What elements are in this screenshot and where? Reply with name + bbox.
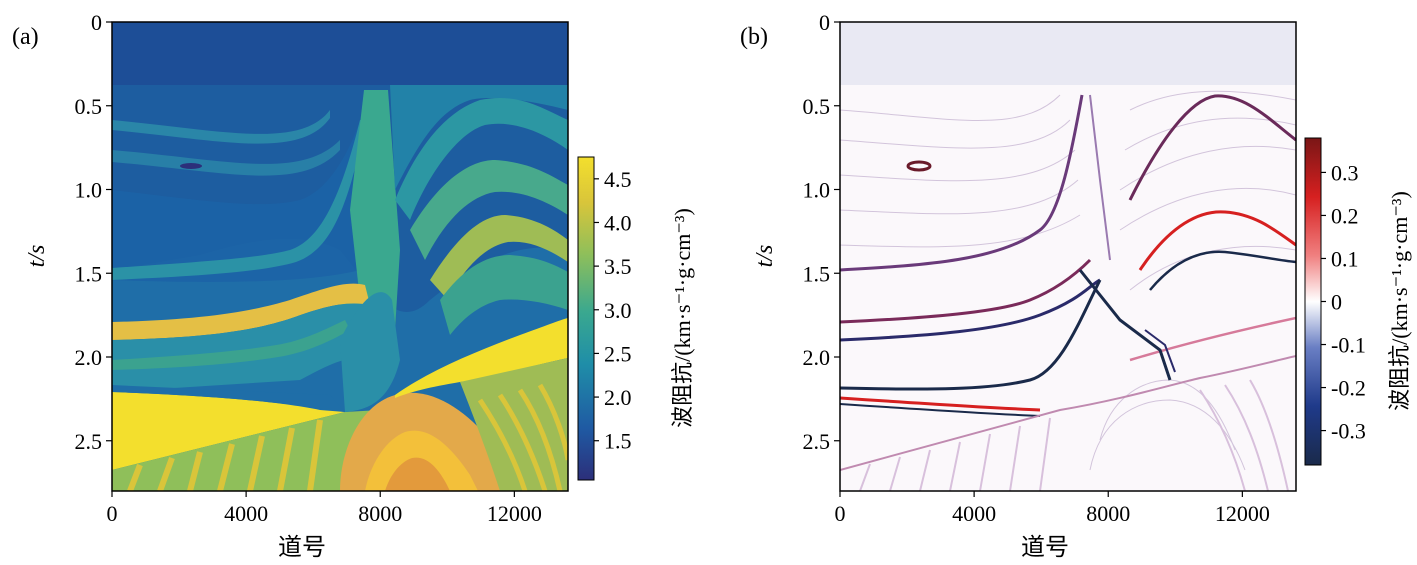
x-tick-label: 0 bbox=[107, 501, 118, 526]
panel-a-frame bbox=[111, 21, 569, 492]
panel-a-right-stripes bbox=[477, 383, 568, 491]
panel-a: (a) bbox=[12, 10, 695, 561]
colorbar-tick-label: 0.2 bbox=[1331, 203, 1359, 228]
y-tick-label: 2.0 bbox=[803, 345, 831, 370]
panel-a-band-2 bbox=[112, 140, 340, 176]
panel-b-reflector-8 bbox=[1138, 210, 1296, 271]
panel-a-lens bbox=[180, 163, 202, 169]
panel-b-label: (b) bbox=[740, 24, 768, 50]
colorbar-tick-label: 1.5 bbox=[604, 429, 632, 454]
panel-a-wedge-top bbox=[112, 392, 345, 470]
x-tick-label: 12000 bbox=[1215, 501, 1270, 526]
panel-b-lens bbox=[906, 160, 932, 172]
panel-b-base bbox=[840, 22, 1296, 491]
panel-a-axes: 0 4000 8000 12000 0 0.5 1.0 1.5 2.0 2.5 bbox=[75, 10, 542, 526]
y-tick-label: 0.5 bbox=[75, 94, 103, 119]
panel-b-image bbox=[840, 22, 1296, 491]
panel-b-water bbox=[840, 22, 1296, 85]
colorbar-tick-label: 3.0 bbox=[604, 298, 632, 323]
panel-a-mid-layer bbox=[112, 303, 380, 392]
colorbar-tick-label: -0.3 bbox=[1331, 419, 1366, 444]
panel-b-unconformity bbox=[840, 355, 1296, 471]
panel-a-right-block bbox=[395, 318, 568, 398]
panel-b-reflector-10 bbox=[1129, 316, 1296, 362]
panel-a-anticline-2 bbox=[410, 160, 568, 260]
panel-a-colorbar-ticks: 1.5 2.0 2.5 3.0 3.5 4.0 4.5 bbox=[594, 167, 632, 454]
panel-b-lower-stripes bbox=[859, 379, 1289, 491]
x-tick-label: 4000 bbox=[224, 501, 268, 526]
colorbar-tick-label: 0.1 bbox=[1331, 246, 1359, 271]
panel-a-lower-fan bbox=[112, 410, 395, 491]
panel-a-anticline-1 bbox=[395, 98, 568, 220]
panel-b-reflector-3 bbox=[840, 278, 1101, 342]
panel-b-fault-3 bbox=[1089, 94, 1111, 261]
y-tick-label: 2.0 bbox=[75, 345, 103, 370]
panel-a-lower-left-blue bbox=[112, 385, 345, 412]
x-tick-label: 12000 bbox=[487, 501, 542, 526]
x-tick-label: 8000 bbox=[358, 501, 402, 526]
panel-a-lower-stripes bbox=[127, 419, 323, 491]
panel-b-axes: 0 4000 8000 12000 0 0.5 1.0 1.5 2.0 2.5 bbox=[803, 10, 1270, 526]
panel-b-reflector-9 bbox=[1149, 250, 1296, 291]
panel-a-image bbox=[112, 22, 568, 491]
panel-a-band-1 bbox=[112, 110, 330, 144]
panel-b-reflector-2 bbox=[840, 258, 1092, 324]
colorbar-tick-label: 0.3 bbox=[1331, 160, 1359, 185]
panel-a-anticline-3 bbox=[430, 215, 568, 300]
colorbar-tick-label: -0.2 bbox=[1331, 376, 1366, 401]
panel-b-fault-1 bbox=[1078, 269, 1172, 381]
y-tick-label: 0 bbox=[91, 10, 102, 35]
colorbar-tick-label: 2.5 bbox=[604, 341, 632, 366]
y-tick-label: 1.5 bbox=[803, 261, 831, 286]
colorbar-tick-label: 0 bbox=[1331, 290, 1342, 315]
panel-a-colorbar-label: 波阻抗/(km·s⁻¹·g·cm⁻³) bbox=[670, 208, 695, 428]
y-tick-label: 1.5 bbox=[75, 261, 103, 286]
y-tick-label: 0 bbox=[819, 10, 830, 35]
x-tick-label: 4000 bbox=[952, 501, 996, 526]
panel-b-fault-2 bbox=[1144, 329, 1176, 373]
panel-a-right-blue bbox=[390, 85, 568, 190]
y-tick-label: 0.5 bbox=[803, 94, 831, 119]
colorbar-tick-label: 3.5 bbox=[604, 254, 632, 279]
panel-b: (b) bbox=[740, 10, 1412, 561]
panel-b-reflector-1 bbox=[840, 94, 1084, 272]
panel-a-ylabel: t/s bbox=[24, 245, 50, 268]
colorbar-tick-label: 4.5 bbox=[604, 167, 632, 192]
panel-b-reflector-6 bbox=[840, 403, 1041, 417]
panel-b-colorbar bbox=[1304, 137, 1322, 466]
panel-a-high-layer bbox=[112, 283, 370, 340]
panel-b-reflector-7 bbox=[1128, 94, 1296, 201]
y-tick-label: 1.0 bbox=[803, 178, 831, 203]
panel-a-mid-blue bbox=[112, 120, 360, 282]
x-tick-label: 0 bbox=[835, 501, 846, 526]
colorbar-tick-label: 4.0 bbox=[604, 210, 632, 235]
panel-a-anticline-4 bbox=[440, 255, 568, 335]
panel-a-label: (a) bbox=[12, 24, 39, 50]
panel-b-xlabel: 道号 bbox=[1021, 534, 1069, 561]
panel-a-syncline bbox=[340, 292, 400, 412]
x-tick-label: 8000 bbox=[1086, 501, 1130, 526]
panel-a-fault-zone bbox=[350, 90, 400, 330]
panel-b-colorbar-ticks: 0.3 0.2 0.1 0 -0.1 -0.2 -0.3 bbox=[1321, 160, 1366, 444]
panel-b-reflector-4 bbox=[840, 279, 1102, 391]
panel-a-dome-core bbox=[385, 457, 450, 491]
panel-a-layer-2-1 bbox=[112, 320, 350, 370]
panel-b-ylabel: t/s bbox=[752, 245, 778, 268]
panel-b-frame bbox=[839, 21, 1297, 492]
panel-a-water bbox=[112, 22, 568, 85]
panel-b-reflector-5 bbox=[840, 396, 1041, 412]
panel-a-xlabel: 道号 bbox=[278, 534, 326, 561]
panel-b-colorbar-label: 波阻抗/(km·s⁻¹·g·cm⁻³) bbox=[1387, 191, 1412, 411]
colorbar-tick-label: -0.1 bbox=[1331, 333, 1366, 358]
panel-a-colorbar bbox=[577, 156, 595, 481]
colorbar-tick-label: 2.0 bbox=[604, 385, 632, 410]
y-tick-label: 2.5 bbox=[75, 429, 103, 454]
y-tick-label: 2.5 bbox=[803, 429, 831, 454]
y-tick-label: 1.0 bbox=[75, 178, 103, 203]
